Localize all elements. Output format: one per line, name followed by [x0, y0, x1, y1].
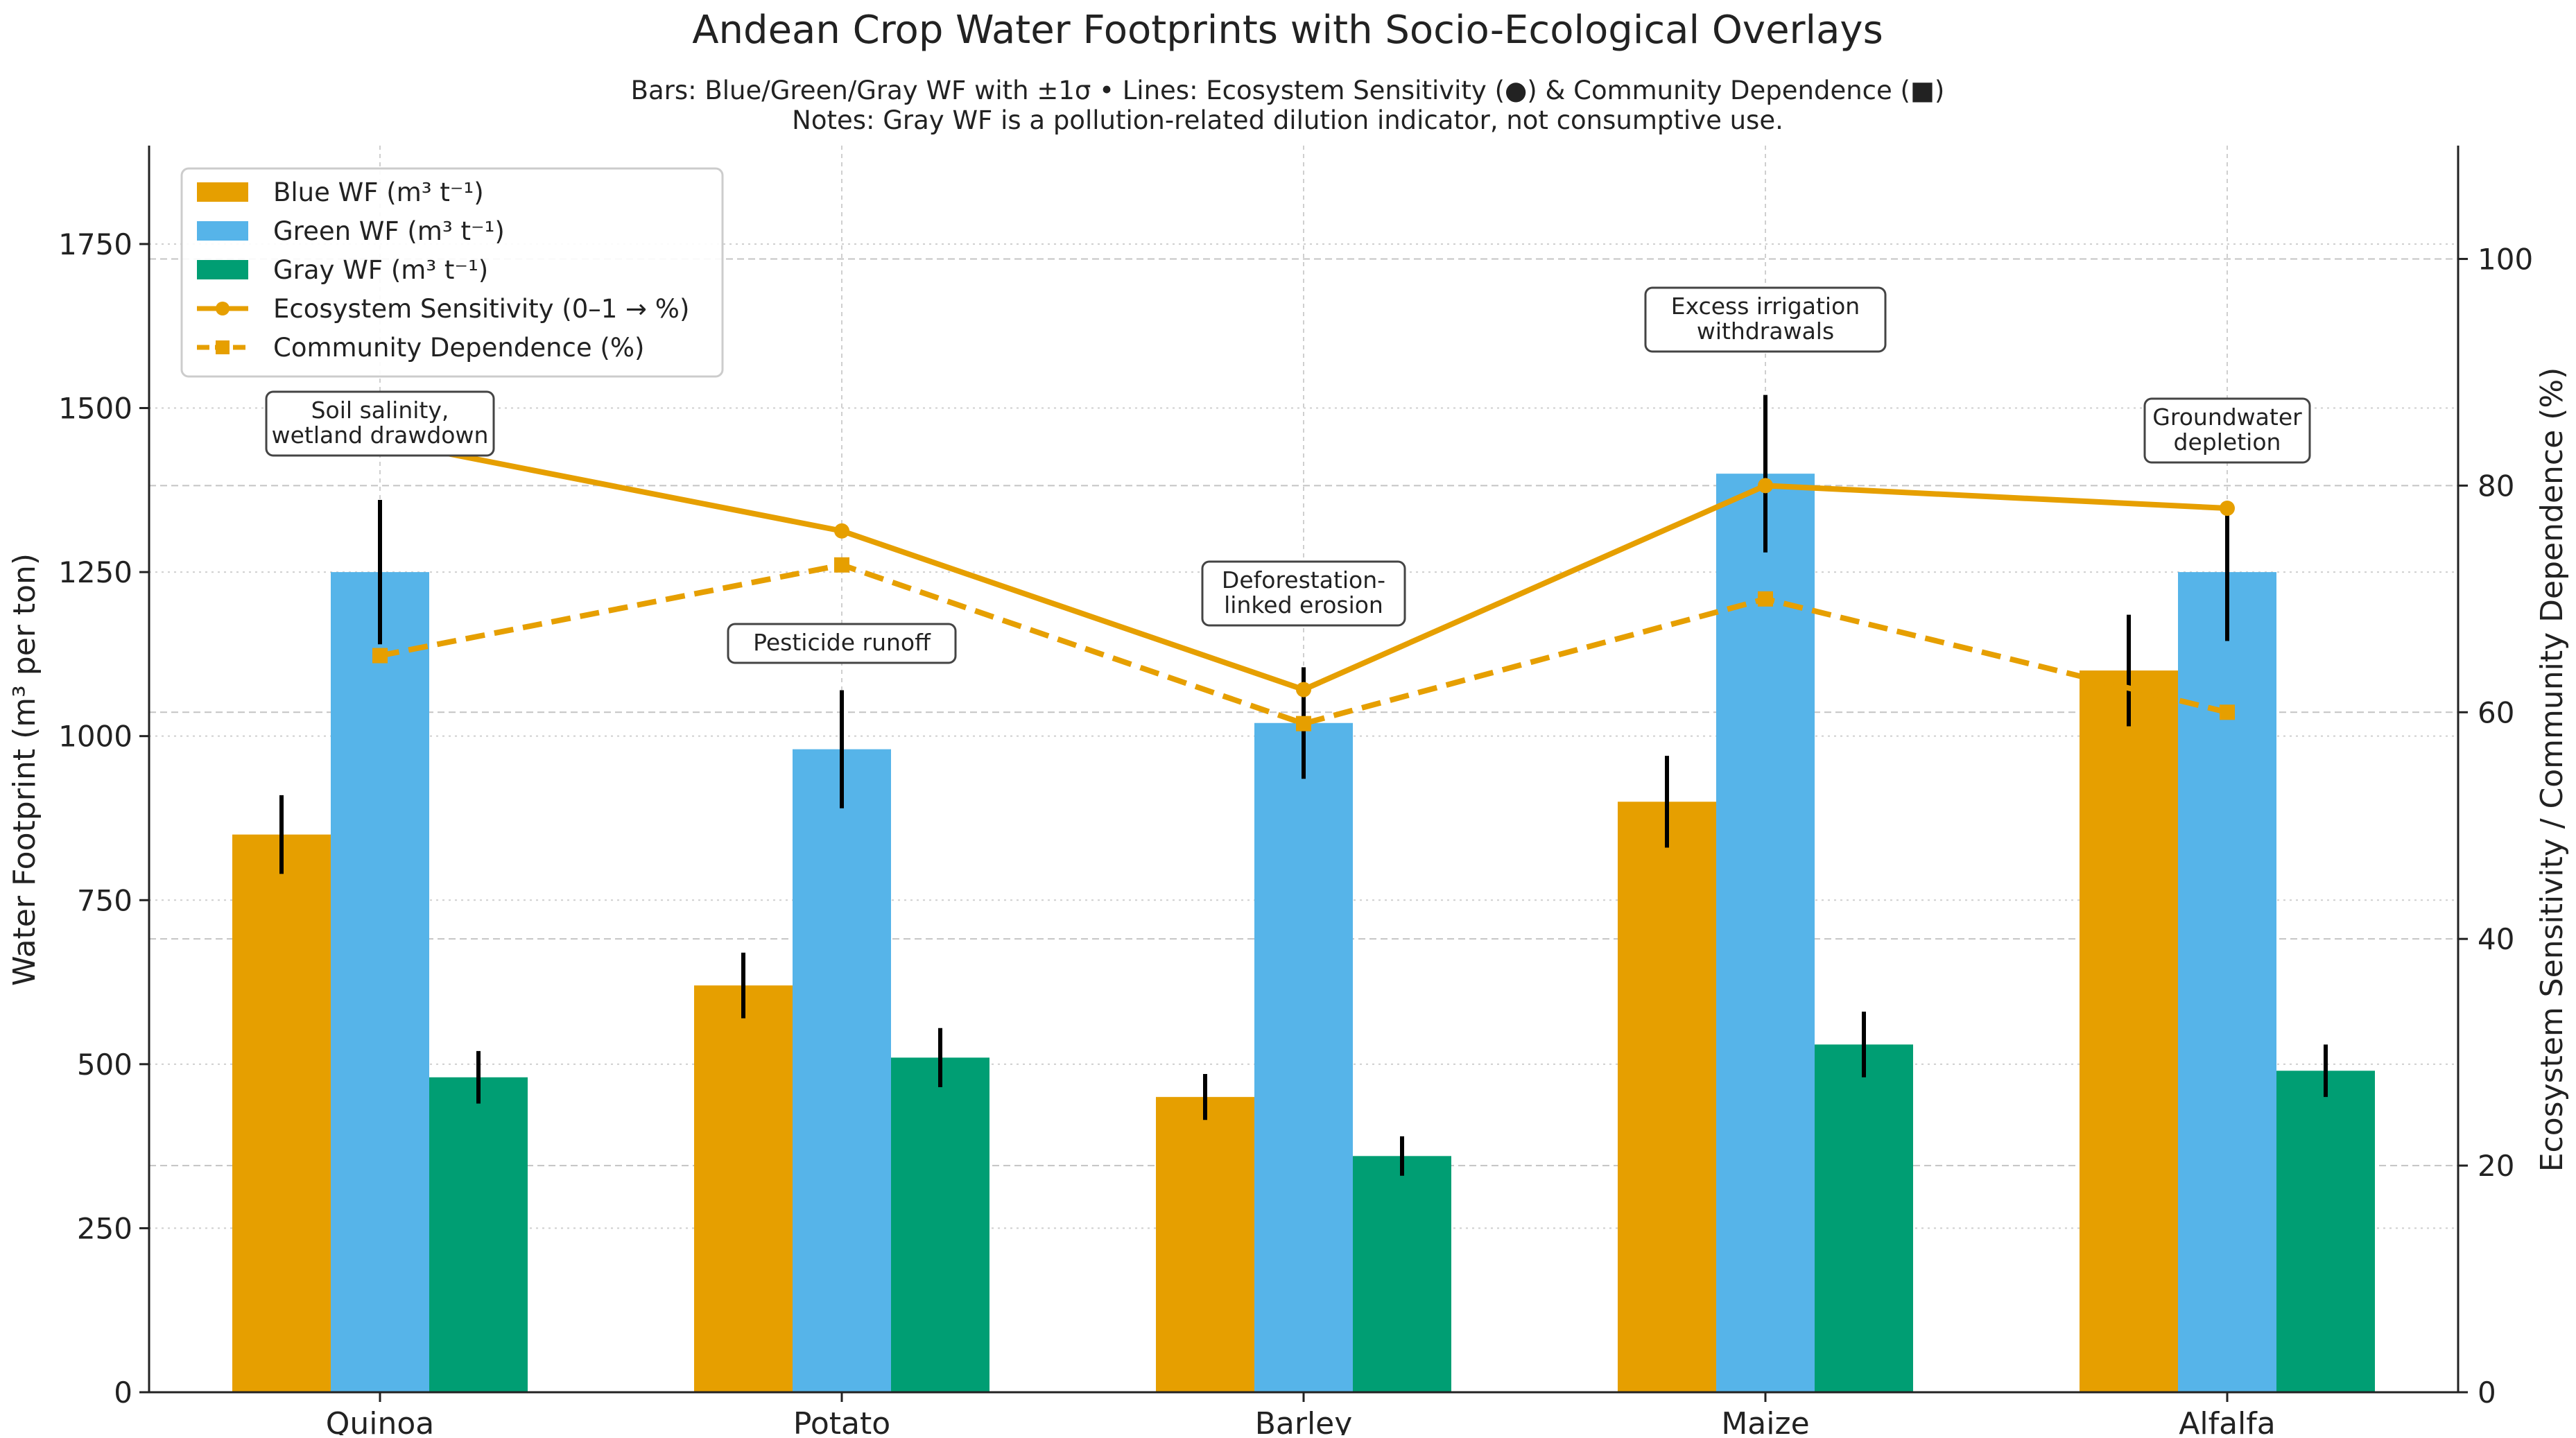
line-point: [1758, 591, 1773, 607]
x-tick-label: Maize: [1721, 1406, 1809, 1435]
annotation-text: depletion: [2174, 428, 2281, 456]
annotation-text: Excess irrigation: [1671, 293, 1860, 320]
line-point: [1758, 478, 1773, 494]
bar-potato-1: [793, 749, 891, 1392]
y-tick-label-right: 0: [2478, 1376, 2496, 1410]
y-tick-label-right: 80: [2478, 469, 2514, 503]
y-tick-label-left: 0: [114, 1376, 132, 1410]
bar-barley-0: [1156, 1097, 1254, 1392]
annotation-box: [1644, 286, 1887, 353]
legend-label: Ecosystem Sensitivity (0–1 → %): [273, 294, 689, 324]
chart-title: Andean Crop Water Footprints with Socio-…: [692, 8, 1883, 53]
y-tick-label-right: 40: [2478, 922, 2514, 956]
legend-label: Community Dependence (%): [273, 333, 644, 363]
line-point: [1296, 682, 1311, 698]
bar-quinoa-0: [232, 834, 331, 1392]
y-tick-label-left: 250: [77, 1211, 132, 1245]
bar-barley-1: [1254, 722, 1353, 1392]
y-tick-label-left: 500: [77, 1048, 132, 1082]
legend-label: Blue WF (m³ t⁻¹): [273, 177, 484, 207]
bar-maize-2: [1815, 1044, 1913, 1392]
y-tick-label-right: 100: [2478, 242, 2533, 276]
legend: Blue WF (m³ t⁻¹) Green WF (m³ t⁻¹) Gray WF…: [180, 167, 724, 378]
line-point: [834, 557, 849, 573]
bar-maize-1: [1716, 474, 1815, 1392]
chart-subtitle-line-2: Notes: Gray WF is a pollution-related di…: [792, 105, 1783, 135]
bar-quinoa-2: [429, 1077, 528, 1392]
y-tick-label-right: 60: [2478, 695, 2514, 729]
y-tick-label-left: 1750: [58, 227, 132, 261]
legend-swatch: [197, 260, 248, 279]
axes: 0 250 500 750 1000 1250 1500 1750 0 20 40 60 80 100 Qu…: [58, 146, 2533, 1438]
legend-swatch: [197, 221, 248, 241]
annotation-box: [727, 623, 957, 664]
y-axis-label-right: Ecosystem Sensitivity / Community Depend…: [2534, 367, 2570, 1172]
bar-series: [232, 474, 2375, 1393]
y-tick-label-left: 1500: [58, 392, 132, 426]
bar-alfalfa-0: [2080, 670, 2178, 1392]
annotation-text: wetland drawdown: [272, 422, 489, 449]
y-axis-label-left: Water Footprint (m³ per ton): [7, 553, 42, 986]
annotation-box: [2143, 397, 2311, 464]
y-tick-label-left: 750: [77, 883, 132, 917]
legend-label: Green WF (m³ t⁻¹): [273, 216, 505, 246]
legend-label: Gray WF (m³ t⁻¹): [273, 255, 488, 285]
y-tick-label-left: 1250: [58, 555, 132, 589]
bar-potato-0: [694, 985, 793, 1392]
bar-alfalfa-1: [2178, 572, 2276, 1393]
bar-quinoa-1: [331, 572, 429, 1393]
annotation-text: Soil salinity,: [311, 397, 449, 424]
annotation-quinoa: Soil salinity,wetland drawdown: [265, 390, 495, 457]
annotation-box: [1201, 560, 1406, 627]
line-point: [1296, 716, 1311, 731]
annotation-text: Pesticide runoff: [753, 629, 931, 656]
legend-marker: [216, 340, 230, 354]
y-tick-label-right: 20: [2478, 1149, 2514, 1183]
x-tick-label: Potato: [793, 1406, 890, 1435]
annotation-text: Deforestation-: [1222, 566, 1385, 594]
bar-potato-2: [891, 1057, 989, 1392]
legend-swatch: [197, 182, 248, 202]
annotation-potato: Pesticide runoff: [727, 623, 957, 664]
annotations: Soil salinity,wetland drawdown Pesticide …: [265, 286, 2311, 664]
bar-barley-2: [1353, 1156, 1451, 1392]
annotation-text: linked erosion: [1224, 591, 1383, 618]
x-tick-label: Barley: [1255, 1406, 1353, 1435]
chart-subtitle-line-1: Bars: Blue/Green/Gray WF with ±1σ • Line…: [631, 76, 1945, 105]
line-point: [372, 648, 388, 664]
legend-box: [180, 167, 724, 378]
line-point: [2220, 501, 2235, 517]
legend-marker: [216, 302, 230, 315]
annotation-text: Groundwater: [2152, 404, 2302, 431]
line-point: [834, 523, 849, 539]
annotation-box: [265, 390, 495, 457]
x-tick-label: Alfalfa: [2179, 1406, 2275, 1435]
line-point: [2220, 704, 2235, 720]
y-tick-label-left: 1000: [58, 720, 132, 754]
bar-alfalfa-2: [2276, 1071, 2375, 1392]
annotation-barley: Deforestation-linked erosion: [1201, 560, 1406, 627]
x-tick-label: Quinoa: [326, 1406, 435, 1435]
annotation-text: withdrawals: [1697, 318, 1834, 345]
bar-maize-0: [1618, 802, 1716, 1392]
